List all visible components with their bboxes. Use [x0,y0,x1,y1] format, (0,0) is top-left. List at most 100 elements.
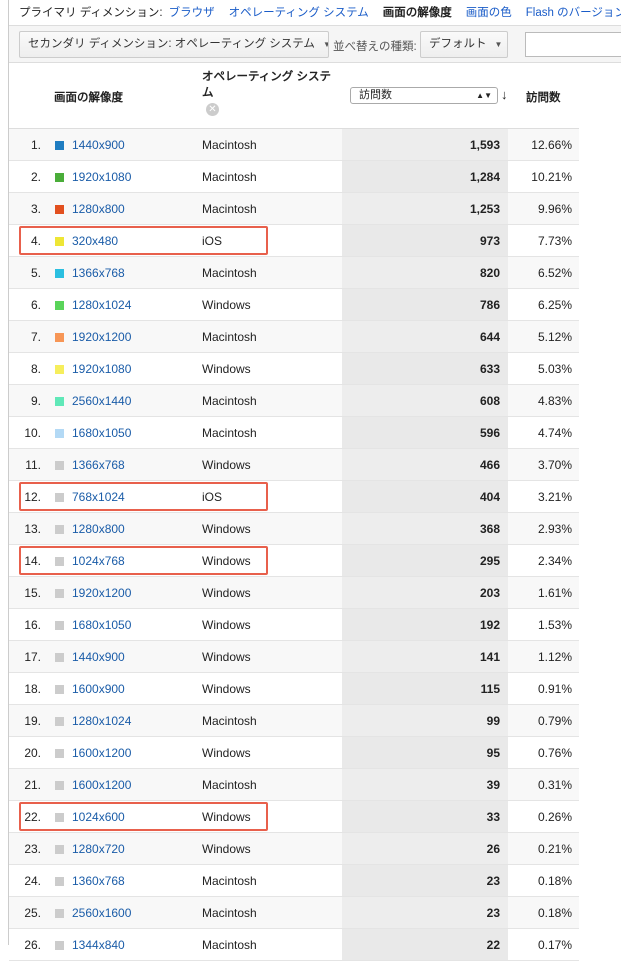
visits-cell: 608 [342,385,508,416]
resolution-link[interactable]: 2560x1600 [72,906,132,920]
series-color-swatch[interactable] [55,141,64,150]
resolution-link[interactable]: 1680x1050 [72,618,132,632]
resolution-link[interactable]: 768x1024 [72,490,125,504]
remove-dimension-icon[interactable]: ✕ [206,103,219,116]
visits-value: 23 [486,874,500,888]
os-cell: Windows [202,746,251,760]
series-color-swatch[interactable] [55,333,64,342]
search-input[interactable] [525,32,621,57]
visits-value: 644 [479,330,500,344]
os-cell: iOS [202,490,223,504]
primary-dim-color[interactable]: 画面の色 [465,7,512,19]
resolution-link[interactable]: 1600x1200 [72,746,132,760]
series-color-swatch[interactable] [55,877,64,886]
column-header-os[interactable]: オペレーティング システム [202,71,332,99]
series-color-swatch[interactable] [55,685,64,694]
series-color-swatch[interactable] [55,301,64,310]
visits-percent: 0.17% [537,938,572,952]
resolution-link[interactable]: 1366x768 [72,266,125,280]
resolution-link[interactable]: 1600x1200 [72,778,132,792]
resolution-link[interactable]: 1920x1200 [72,330,132,344]
resolution-link[interactable]: 1280x720 [72,842,125,856]
table-row: 13. 1280x800 Windows 368 2.93% [9,513,579,545]
series-color-swatch[interactable] [55,205,64,214]
series-color-swatch[interactable] [55,621,64,630]
highlight-box [19,546,268,575]
table-row: 17. 1440x900 Windows 141 1.12% [9,641,579,673]
series-color-swatch[interactable] [55,749,64,758]
series-color-swatch[interactable] [55,845,64,854]
resolution-link[interactable]: 1920x1080 [72,170,132,184]
primary-dim-os[interactable]: オペレーティング システム [228,7,369,19]
visits-cell: 99 [342,705,508,736]
visits-percent: 0.26% [537,810,572,824]
resolution-link[interactable]: 1344x840 [72,938,125,952]
resolution-link[interactable]: 1920x1200 [72,586,132,600]
series-color-swatch[interactable] [55,397,64,406]
primary-dim-resolution[interactable]: 画面の解像度 [382,7,452,19]
primary-dim-flash[interactable]: Flash のバージョン [525,7,621,19]
series-color-swatch[interactable] [55,365,64,374]
sort-type-dropdown[interactable]: デフォルト ▼ [420,31,508,58]
visits-value: 295 [479,554,500,568]
series-color-swatch[interactable] [55,653,64,662]
resolution-link[interactable]: 1280x800 [72,202,125,216]
series-color-swatch[interactable] [55,493,64,502]
os-cell: Macintosh [202,938,257,952]
series-color-swatch[interactable] [55,237,64,246]
resolution-link[interactable]: 1024x768 [72,554,125,568]
visits-value: 23 [486,906,500,920]
series-color-swatch[interactable] [55,525,64,534]
series-color-swatch[interactable] [55,909,64,918]
os-cell: Windows [202,522,251,536]
resolution-link[interactable]: 1280x1024 [72,298,132,312]
row-number: 7. [30,330,41,344]
resolution-link[interactable]: 1366x768 [72,458,125,472]
visits-percent: 1.53% [537,618,572,632]
series-color-swatch[interactable] [55,717,64,726]
visits-percent: 6.52% [537,266,572,280]
os-cell: Windows [202,810,251,824]
resolution-link[interactable]: 1920x1080 [72,362,132,376]
visits-cell: 203 [342,577,508,608]
table-row: 10. 1680x1050 Macintosh 596 4.74% [9,417,579,449]
resolution-link[interactable]: 1440x900 [72,138,125,152]
updown-arrow-icon: ▲▼ [476,91,492,100]
series-color-swatch[interactable] [55,781,64,790]
table-row: 26. 1344x840 Macintosh 22 0.17% [9,929,579,961]
series-color-swatch[interactable] [55,269,64,278]
visits-percent: 2.93% [537,522,572,536]
series-color-swatch[interactable] [55,429,64,438]
table-toolbar: セカンダリ ディメンション: オペレーティング システム ▼ 並べ替えの種類: デ… [9,25,621,63]
resolution-link[interactable]: 1280x800 [72,522,125,536]
visits-cell: 192 [342,609,508,640]
resolution-link[interactable]: 320x480 [72,234,119,248]
row-number: 22. [24,810,41,824]
table-row: 4. 320x480 iOS 973 7.73% [9,225,579,257]
metric-select[interactable]: 訪問数 ▲▼ [350,87,498,104]
column-header-visits[interactable]: 訪問数 [526,92,561,104]
series-color-swatch[interactable] [55,461,64,470]
table-row: 15. 1920x1200 Windows 203 1.61% [9,577,579,609]
secondary-dimension-dropdown[interactable]: セカンダリ ディメンション: オペレーティング システム ▼ [19,31,329,58]
resolution-link[interactable]: 1600x900 [72,682,125,696]
os-cell: Windows [202,458,251,472]
visits-value: 1,253 [469,202,500,216]
row-number: 12. [24,490,41,504]
series-color-swatch[interactable] [55,557,64,566]
primary-dim-browser[interactable]: ブラウザ [168,7,215,19]
resolution-link[interactable]: 1440x900 [72,650,125,664]
resolution-link[interactable]: 1360x768 [72,874,125,888]
resolution-link[interactable]: 1280x1024 [72,714,132,728]
visits-percent: 4.83% [537,394,572,408]
series-color-swatch[interactable] [55,813,64,822]
series-color-swatch[interactable] [55,589,64,598]
resolution-link[interactable]: 1024x600 [72,810,125,824]
series-color-swatch[interactable] [55,941,64,950]
visits-cell: 26 [342,833,508,864]
column-header-resolution[interactable]: 画面の解像度 [54,92,123,104]
resolution-link[interactable]: 1680x1050 [72,426,132,440]
series-color-swatch[interactable] [55,173,64,182]
resolution-link[interactable]: 2560x1440 [72,394,132,408]
sort-desc-arrow-icon[interactable]: ↓ [501,87,508,102]
